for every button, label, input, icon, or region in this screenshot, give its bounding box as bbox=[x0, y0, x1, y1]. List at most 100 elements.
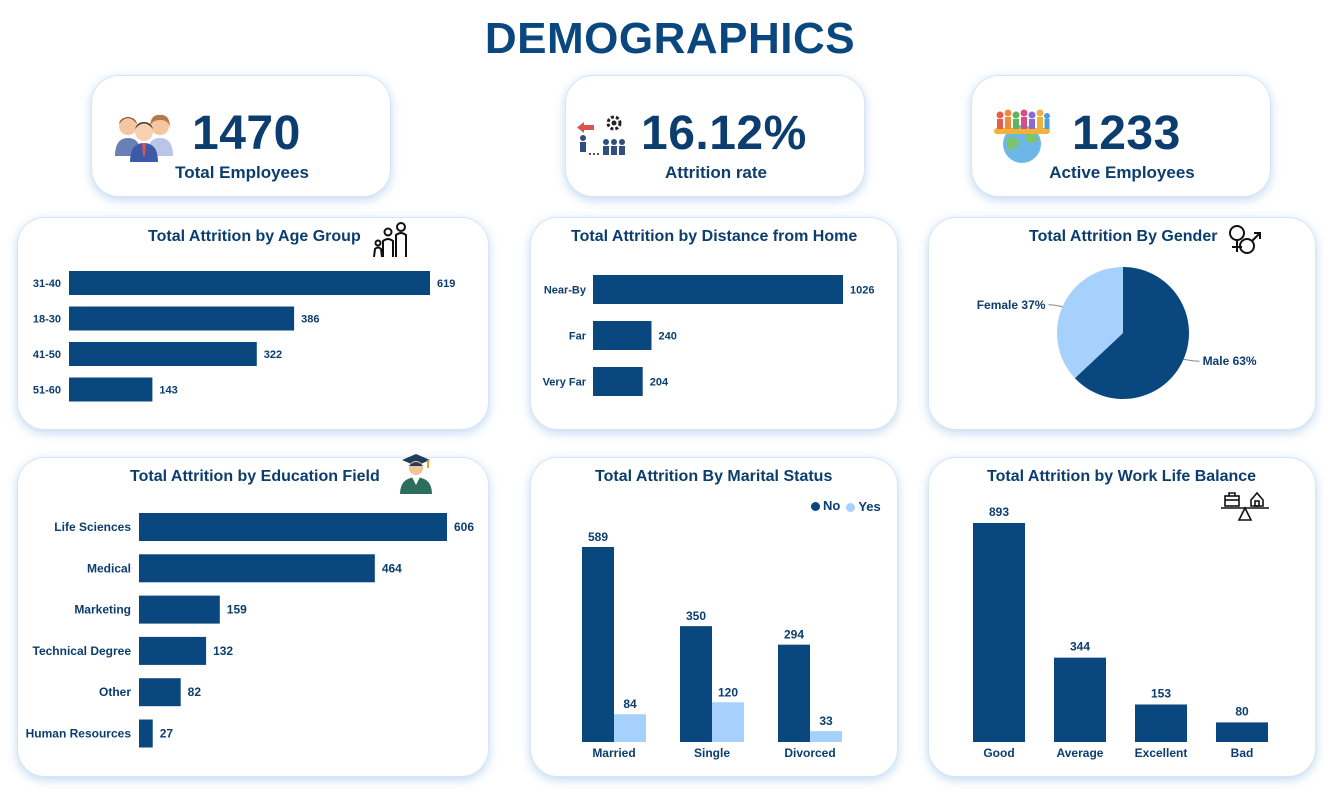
data-label: 27 bbox=[160, 727, 174, 741]
data-label: 350 bbox=[686, 609, 706, 623]
data-label: 344 bbox=[1070, 640, 1090, 654]
category-label: Marketing bbox=[74, 603, 131, 617]
page-title: DEMOGRAPHICS bbox=[484, 14, 856, 63]
category-label: 31-40 bbox=[33, 278, 61, 290]
data-label: Female 37% bbox=[977, 298, 1046, 312]
chart-title: Total Attrition by Work Life Balance bbox=[987, 468, 1257, 485]
category-label: Near-By bbox=[544, 285, 587, 297]
category-label: Married bbox=[592, 746, 635, 760]
kpi-card-attrition-rate: 16.12% Attrition rate bbox=[565, 75, 865, 197]
bar bbox=[139, 554, 375, 583]
bar bbox=[614, 714, 646, 742]
kpi-card-total-employees: 1470 Total Employees bbox=[91, 75, 391, 197]
bar bbox=[1054, 657, 1106, 742]
category-label: Technical Degree bbox=[33, 644, 132, 658]
chart-card-gender: Total Attrition By Gender Male 63% Female… bbox=[928, 217, 1316, 430]
data-label: 80 bbox=[1235, 704, 1249, 718]
bar bbox=[593, 367, 643, 396]
bar bbox=[593, 321, 652, 350]
balance-icon bbox=[1221, 491, 1269, 521]
worklife-chart: 893 Good 344 Average 153 Excellent 80 Bad bbox=[973, 505, 1268, 760]
globe-people-icon bbox=[994, 109, 1050, 163]
kpi-label: Attrition rate bbox=[665, 163, 767, 182]
data-label: 322 bbox=[264, 349, 282, 361]
bar bbox=[582, 547, 614, 742]
data-label: 606 bbox=[454, 520, 474, 534]
data-label: 204 bbox=[650, 377, 669, 389]
data-label: 589 bbox=[588, 530, 608, 544]
data-label: 153 bbox=[1151, 686, 1171, 700]
leader-line bbox=[1183, 358, 1200, 362]
data-label: 386 bbox=[301, 314, 319, 326]
bar bbox=[69, 306, 295, 331]
category-label: Average bbox=[1057, 746, 1104, 760]
marital-chart: 589 84 Married 350 120 Single 294 33 Divorced bbox=[582, 530, 842, 760]
category-label: Divorced bbox=[784, 746, 835, 760]
data-label: 240 bbox=[658, 331, 676, 343]
graduate-icon bbox=[400, 454, 432, 494]
education-chart: Life Sciences 606 Medical 464 Marketing 159 Te… bbox=[26, 513, 474, 748]
bar bbox=[69, 377, 153, 402]
data-label: 143 bbox=[159, 385, 177, 397]
chart-card-distance: Total Attrition by Distance from Home Ne… bbox=[530, 217, 898, 430]
bar bbox=[810, 731, 842, 742]
data-label: 120 bbox=[718, 685, 738, 699]
data-label: 33 bbox=[819, 714, 833, 728]
kpi-label: Active Employees bbox=[1049, 163, 1195, 182]
kpi-value: 16.12% bbox=[641, 107, 807, 160]
pie-slice bbox=[1074, 267, 1189, 399]
category-label: 51-60 bbox=[33, 385, 61, 397]
kpi-card-active-employees: 1233 Active Employees bbox=[971, 75, 1271, 197]
bar bbox=[1135, 704, 1187, 742]
bar bbox=[139, 636, 207, 665]
category-label: Good bbox=[983, 746, 1014, 760]
bar bbox=[712, 702, 744, 742]
bar bbox=[139, 719, 153, 748]
age-group-chart: 31-40 619 18-30 386 41-50 322 51-60 143 bbox=[33, 271, 455, 402]
chart-title: Total Attrition by Education Field bbox=[130, 468, 380, 485]
leader-line bbox=[1048, 304, 1063, 308]
chart-card-worklife: Total Attrition by Work Life Balance 893… bbox=[928, 457, 1316, 777]
bar bbox=[69, 271, 430, 295]
category-label: Life Sciences bbox=[54, 520, 131, 534]
kpi-value: 1233 bbox=[1072, 107, 1181, 160]
gender-pie-chart: Male 63% Female 37% bbox=[977, 267, 1257, 399]
chart-legend: No Yes bbox=[811, 498, 881, 514]
chart-title: Total Attrition by Age Group bbox=[148, 228, 361, 245]
kpi-value: 1470 bbox=[192, 107, 301, 160]
bar bbox=[139, 513, 447, 541]
chart-title: Total Attrition by Distance from Home bbox=[571, 228, 858, 245]
bar bbox=[680, 626, 712, 742]
data-label: Male 63% bbox=[1203, 354, 1257, 368]
pie-slice bbox=[1057, 267, 1123, 379]
bar bbox=[973, 523, 1025, 742]
family-icon bbox=[373, 222, 407, 258]
legend-label-no: No bbox=[823, 498, 841, 513]
legend-swatch-no bbox=[811, 502, 820, 512]
category-label: Other bbox=[99, 685, 131, 699]
data-label: 893 bbox=[989, 505, 1009, 519]
kpi-label: Total Employees bbox=[175, 163, 309, 182]
chart-card-education: Total Attrition by Education Field Life … bbox=[17, 454, 489, 777]
attrition-icon bbox=[577, 115, 625, 155]
chart-card-marital: Total Attrition By Marital Status No Yes … bbox=[530, 457, 898, 777]
legend-swatch-yes bbox=[846, 503, 856, 513]
data-label: 159 bbox=[227, 603, 247, 617]
category-label: Single bbox=[694, 746, 730, 760]
bar bbox=[1216, 722, 1268, 742]
chart-card-age-group: Total Attrition by Age Group 31-40 619 18-… bbox=[17, 217, 489, 430]
distance-chart: Near-By 1026 Far 240 Very Far 204 bbox=[543, 275, 874, 396]
category-label: 41-50 bbox=[33, 349, 61, 361]
employees-icon bbox=[115, 114, 173, 162]
category-label: 18-30 bbox=[33, 314, 61, 326]
bar bbox=[139, 678, 181, 707]
bar bbox=[139, 595, 220, 624]
category-label: Excellent bbox=[1135, 746, 1188, 760]
category-label: Bad bbox=[1231, 746, 1254, 760]
data-label: 132 bbox=[213, 644, 233, 658]
category-label: Far bbox=[569, 331, 587, 343]
data-label: 294 bbox=[784, 628, 804, 642]
data-label: 1026 bbox=[850, 285, 874, 297]
data-label: 84 bbox=[623, 697, 637, 711]
data-label: 464 bbox=[382, 561, 402, 575]
